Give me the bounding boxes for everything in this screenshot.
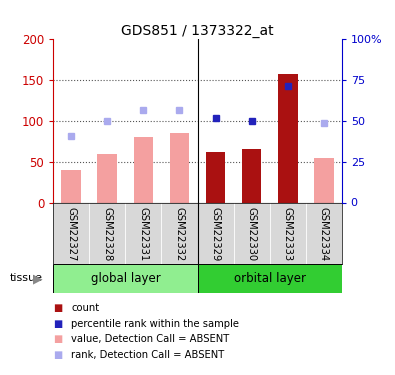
Text: rank, Detection Call = ABSENT: rank, Detection Call = ABSENT bbox=[71, 350, 224, 360]
Text: count: count bbox=[71, 303, 99, 313]
Bar bbox=[198, 264, 342, 292]
Bar bbox=[62, 170, 81, 202]
Text: GSM22331: GSM22331 bbox=[138, 207, 149, 262]
Text: ■: ■ bbox=[53, 303, 62, 313]
Bar bbox=[242, 150, 261, 202]
Text: global layer: global layer bbox=[90, 272, 160, 285]
Text: ▶: ▶ bbox=[33, 272, 42, 285]
Text: ■: ■ bbox=[53, 319, 62, 328]
Bar bbox=[314, 158, 333, 203]
Title: GDS851 / 1373322_at: GDS851 / 1373322_at bbox=[121, 24, 274, 38]
Text: GSM22329: GSM22329 bbox=[211, 207, 220, 262]
Text: GSM22330: GSM22330 bbox=[246, 207, 257, 262]
Text: orbital layer: orbital layer bbox=[233, 272, 306, 285]
Text: GSM22327: GSM22327 bbox=[66, 207, 76, 262]
Bar bbox=[134, 137, 153, 202]
Bar bbox=[278, 74, 297, 202]
Text: GSM22328: GSM22328 bbox=[102, 207, 113, 262]
Text: ■: ■ bbox=[53, 334, 62, 344]
Text: value, Detection Call = ABSENT: value, Detection Call = ABSENT bbox=[71, 334, 229, 344]
Text: tissue: tissue bbox=[10, 273, 43, 284]
Bar bbox=[169, 133, 189, 202]
Text: ■: ■ bbox=[53, 350, 62, 360]
Bar bbox=[53, 264, 198, 292]
Text: percentile rank within the sample: percentile rank within the sample bbox=[71, 319, 239, 328]
Text: GSM22334: GSM22334 bbox=[319, 207, 329, 262]
Bar bbox=[98, 154, 117, 203]
Text: GSM22333: GSM22333 bbox=[282, 207, 293, 262]
Text: GSM22332: GSM22332 bbox=[175, 207, 184, 262]
Bar bbox=[206, 152, 226, 202]
